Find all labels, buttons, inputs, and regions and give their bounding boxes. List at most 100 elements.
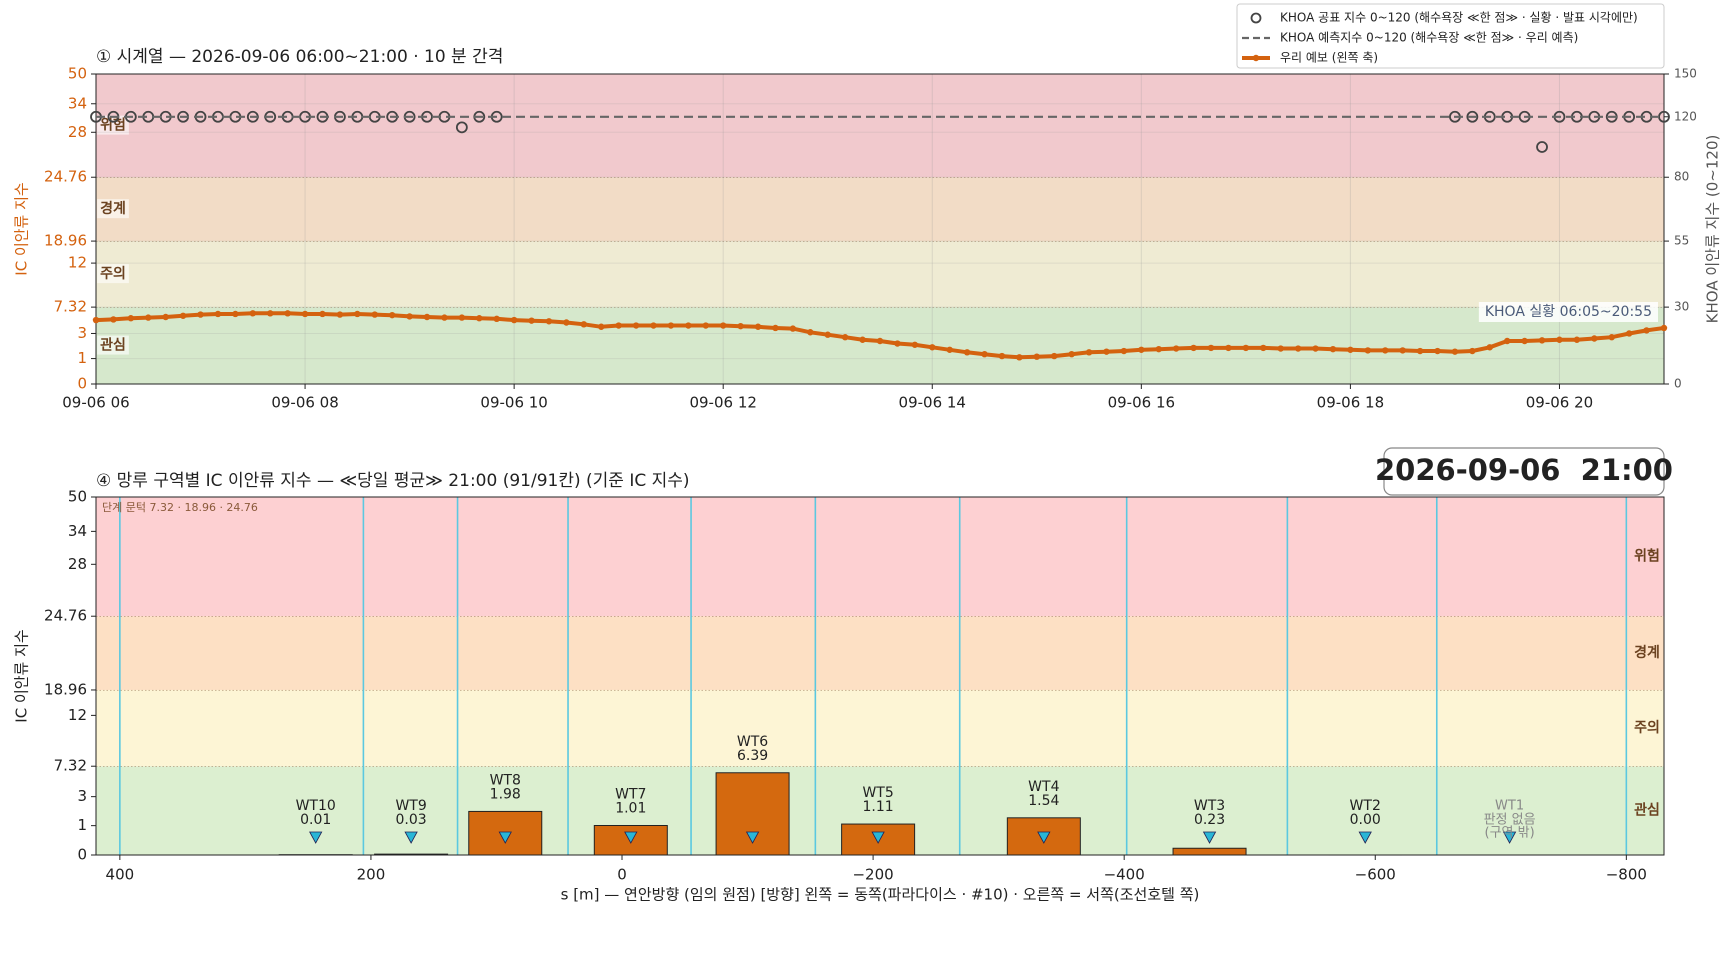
series-point	[1207, 344, 1215, 352]
plot-frame	[95, 496, 1665, 856]
band-label: 주의	[1634, 719, 1660, 736]
series-point	[127, 315, 135, 322]
x-tick-label: 09-06 10	[480, 394, 547, 412]
series-point	[981, 350, 988, 358]
series-point	[510, 316, 518, 324]
datetime-box	[1383, 447, 1665, 496]
series-point	[267, 310, 274, 317]
series-point	[319, 310, 326, 318]
band-label: 위험	[100, 117, 126, 134]
y-tick-label: 1	[77, 816, 87, 834]
series-point	[1643, 327, 1650, 334]
series-point	[458, 314, 466, 321]
annotation: KHOA 실황 06:05~20:55	[1485, 304, 1652, 320]
series-point	[92, 316, 100, 324]
y-tick-label: 12	[68, 706, 87, 724]
zone-marker	[745, 831, 760, 844]
series-point	[894, 340, 901, 347]
band	[96, 241, 1664, 308]
series-point	[1033, 353, 1041, 360]
y-tick-label: 28	[68, 555, 87, 573]
series-point	[598, 323, 605, 330]
band	[96, 616, 1664, 690]
series-point	[702, 322, 709, 329]
zone-marker	[404, 831, 418, 844]
y2-tick-label: 120	[1674, 109, 1697, 123]
series-point	[1120, 347, 1128, 355]
series-point	[388, 311, 396, 319]
zone-marker	[1358, 831, 1372, 844]
legend-label: KHOA 예측지수 0~120 (해수욕장 ≪한 점≫ · 우리 예측)	[1280, 31, 1578, 45]
series-point	[929, 344, 936, 351]
y2-tick-label: 55	[1674, 234, 1689, 248]
y-tick-label: 24.76	[44, 607, 87, 625]
x-axis-label: s [m] — 연안방향 (임의 원점) [방향] 왼쪽 = 동쪽(파라다이스 …	[561, 886, 1200, 904]
series-point	[1347, 346, 1354, 353]
series-point	[667, 322, 675, 329]
series-point	[1573, 336, 1581, 343]
series-point	[754, 323, 762, 330]
zone-marker	[498, 831, 512, 844]
legend-label: 우리 예보 (왼쪽 축)	[1280, 51, 1378, 65]
chart-title: ④ 망루 구역별 IC 이안류 지수 — ≪당일 평균≫ 21:00 (91/9…	[96, 471, 690, 491]
series-point	[1155, 345, 1162, 353]
x-tick-label: 200	[357, 866, 386, 884]
x-tick-label: 09-06 20	[1526, 394, 1593, 412]
series-point	[1225, 344, 1232, 352]
legend-box	[1236, 3, 1665, 69]
band-label: 경계	[100, 200, 126, 217]
series-point	[179, 312, 187, 319]
band-label-box	[97, 199, 129, 219]
series-point	[859, 336, 866, 343]
series-point	[946, 346, 953, 353]
series-point	[354, 310, 361, 318]
y2-tick-label: 80	[1674, 170, 1689, 184]
value-label: 1.54	[1028, 793, 1059, 809]
series-point	[1312, 345, 1319, 352]
series-point	[1103, 348, 1110, 355]
y-tick-label: 7.32	[54, 757, 87, 775]
plot-frame	[95, 73, 1665, 385]
series-point	[1260, 344, 1267, 352]
x-tick-label: −400	[1104, 866, 1145, 884]
band	[96, 177, 1664, 242]
series-point	[1469, 347, 1476, 355]
y-tick-label: 24.76	[44, 168, 87, 186]
x-tick-label: 09-06 12	[689, 394, 756, 412]
legend-symbol	[1252, 54, 1260, 62]
series-point	[423, 313, 431, 321]
x-tick-label: 09-06 06	[62, 394, 129, 412]
zone-label: WT8	[490, 772, 521, 788]
series-point	[545, 318, 553, 325]
value-label: 판정 없음	[1484, 813, 1536, 828]
band-label: 관심	[100, 337, 126, 354]
x-tick-label: 09-06 08	[271, 394, 338, 412]
zone-marker	[1037, 831, 1051, 844]
series-point	[1364, 347, 1372, 354]
y-tick-label: 0	[77, 375, 87, 393]
series-point	[162, 313, 169, 321]
series-point	[685, 322, 692, 329]
band-label: 경계	[1634, 644, 1660, 661]
x-tick-label: 09-06 16	[1108, 394, 1175, 412]
band-label: 관심	[1634, 802, 1660, 819]
series-point	[301, 310, 309, 318]
series-point	[1399, 347, 1406, 354]
y-tick-label: 1	[77, 349, 87, 367]
series-point	[1190, 344, 1197, 352]
series-point	[1277, 345, 1284, 352]
value-label: 1.11	[863, 799, 894, 815]
value-label: 6.39	[737, 748, 768, 764]
y-tick-label: 3	[77, 787, 87, 805]
y2-tick-label: 150	[1674, 67, 1697, 81]
series-point	[1486, 344, 1493, 351]
series-point	[1382, 347, 1389, 354]
zone-label: WT6	[737, 734, 768, 750]
series-point	[1172, 345, 1180, 352]
x-tick-label: −200	[852, 866, 893, 884]
series-point	[1085, 349, 1093, 356]
zone-marker	[871, 831, 885, 844]
series-point	[824, 331, 831, 338]
series-point	[441, 314, 448, 321]
